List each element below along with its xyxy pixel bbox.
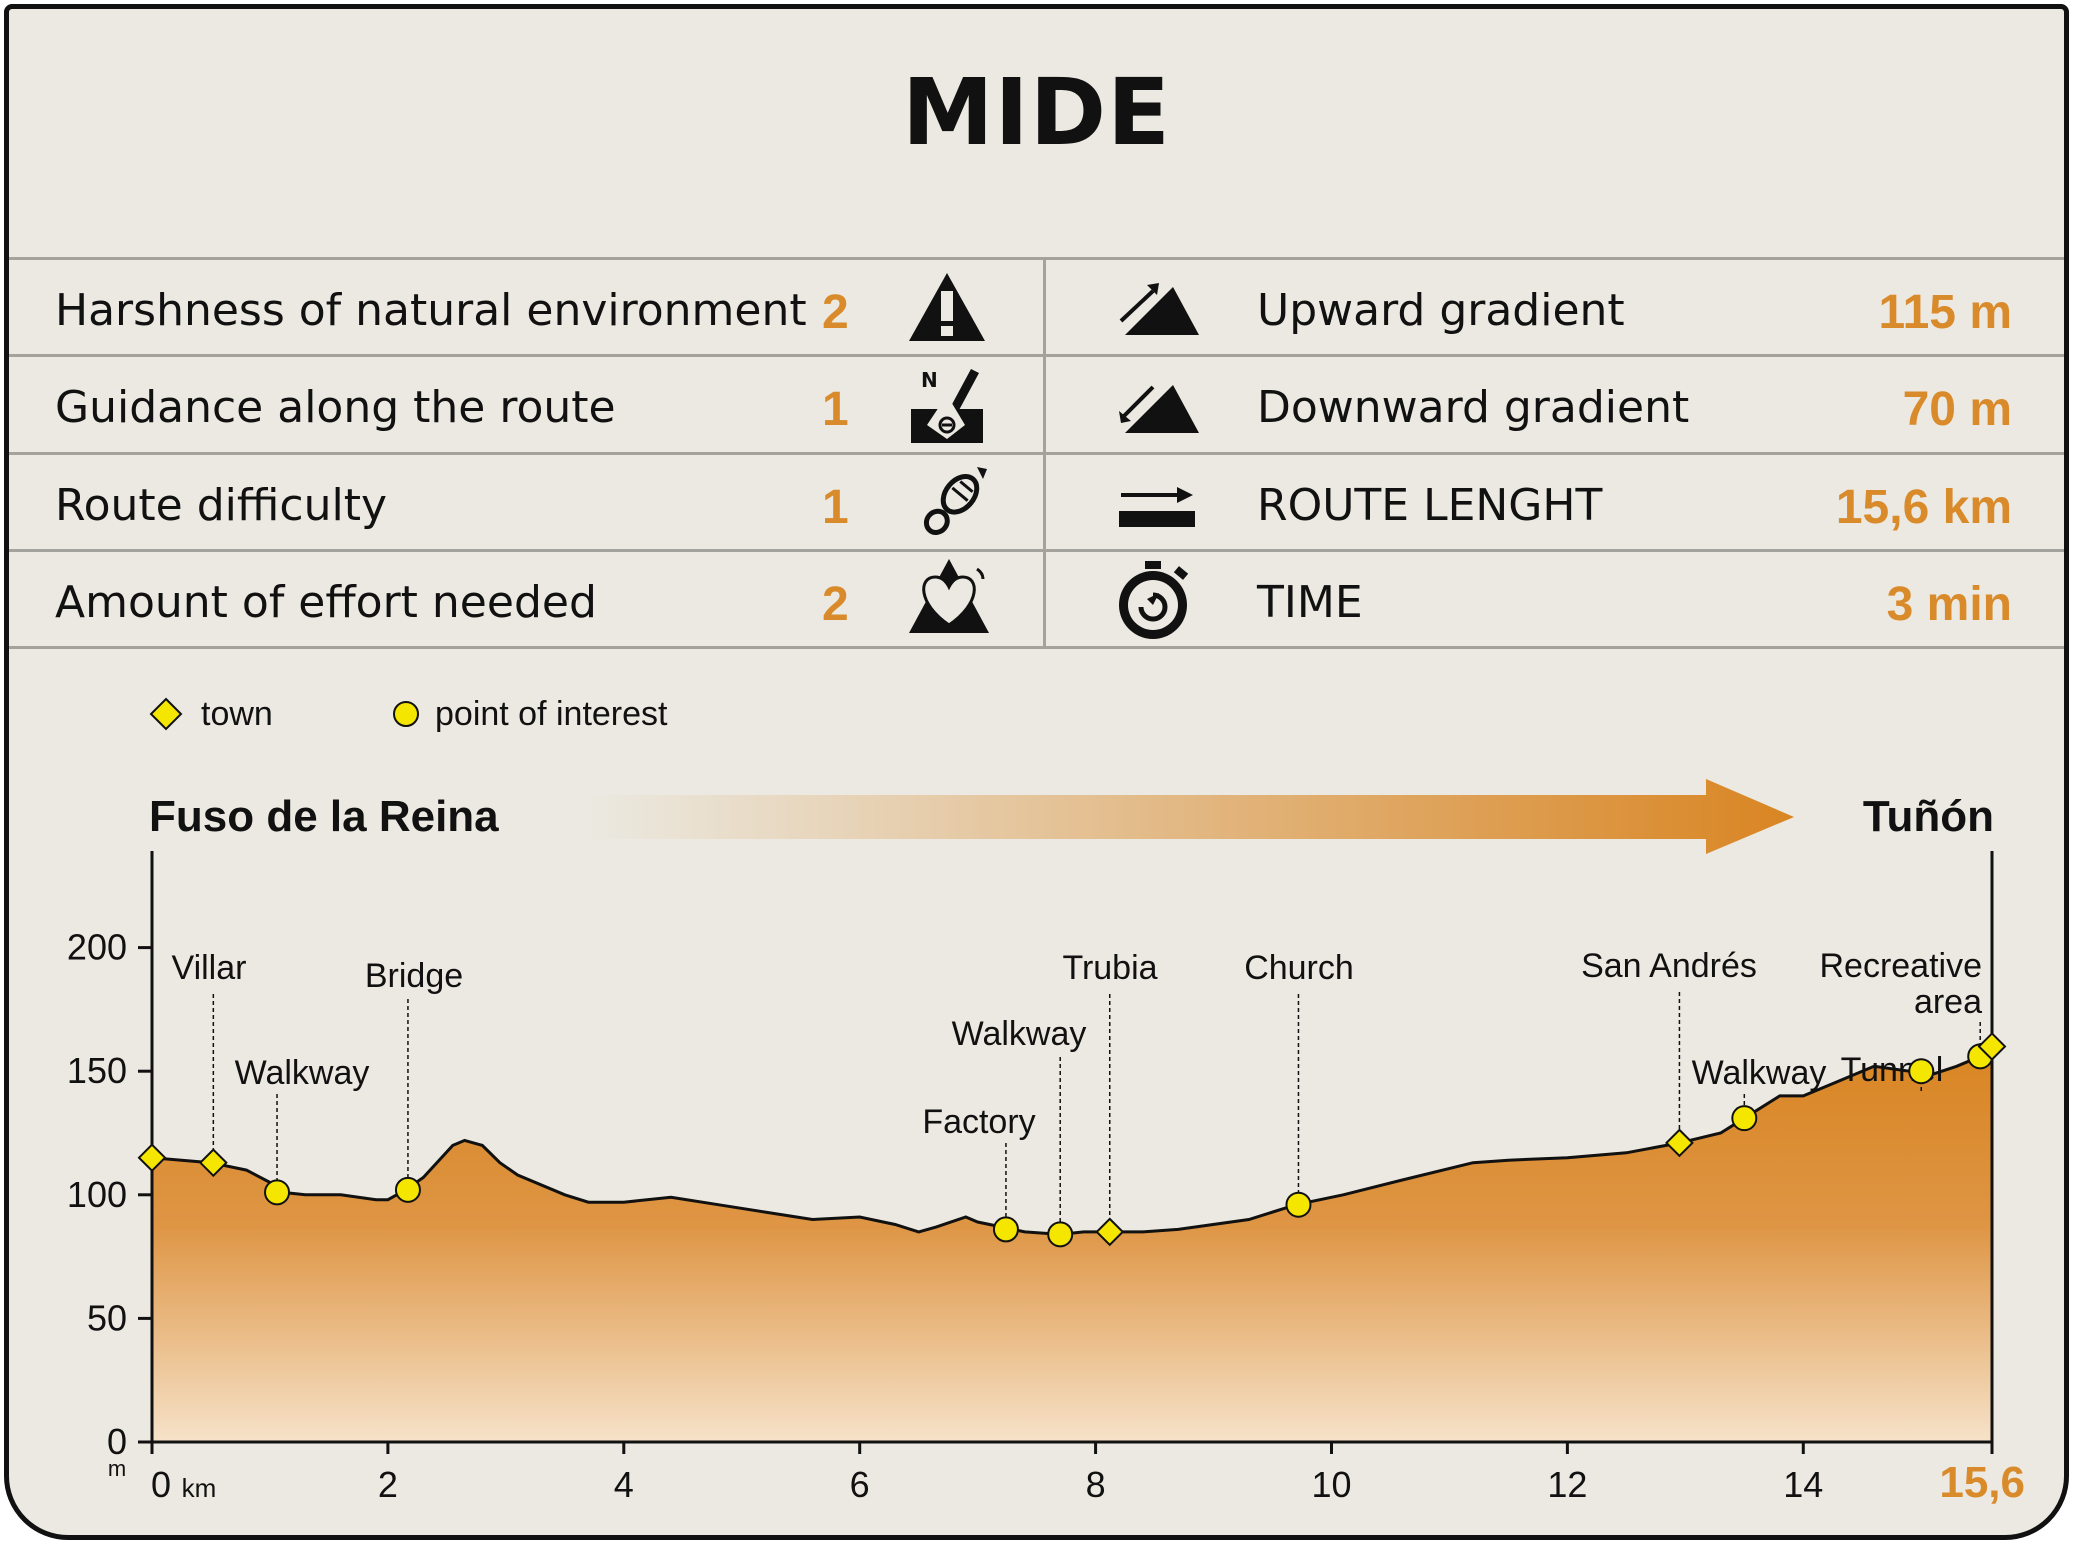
direction-arrow <box>589 779 1794 854</box>
end-town-label: Tuñón <box>1863 792 1994 841</box>
y-tick-label: 150 <box>67 1050 127 1091</box>
y-unit-label: m <box>108 1456 126 1481</box>
start-town-label: Fuso de la Reina <box>149 792 499 841</box>
time-value: 3 min <box>1886 578 2012 631</box>
poi-marker <box>1908 1058 1935 1085</box>
town-marker <box>1095 1217 1125 1247</box>
x-tick-label: 10 <box>1311 1464 1351 1505</box>
legend-town-label: town <box>201 695 273 733</box>
svg-text:N: N <box>921 368 938 392</box>
town-marker <box>198 1148 228 1178</box>
guidance-label: Guidance along the route <box>55 382 616 433</box>
downward-label: Downward gradient <box>1257 382 1690 433</box>
elevation-area <box>152 1046 1992 1442</box>
waypoint-label: Church <box>1244 949 1354 987</box>
downward-value: 70 m <box>1902 383 2012 436</box>
footprint-icon <box>923 467 987 535</box>
x-tick-label: 8 <box>1086 1464 1106 1505</box>
poi-marker <box>992 1216 1019 1243</box>
harshness-label: Harshness of natural environment <box>55 285 807 336</box>
upward-value: 115 m <box>1878 286 2012 339</box>
upward-label: Upward gradient <box>1257 285 1625 336</box>
effort-value: 2 <box>822 578 849 631</box>
waypoint-label: Factory <box>922 1103 1035 1141</box>
x-tick-label: 6 <box>850 1464 870 1505</box>
x-end-label: 15,6 <box>1939 1458 2025 1507</box>
town-marker <box>1665 1128 1694 1158</box>
divider <box>9 452 2064 455</box>
x-unit-label: km <box>182 1473 217 1503</box>
route-length-icon <box>1119 487 1195 527</box>
upward-gradient-icon <box>1119 283 1199 335</box>
heart-mountain-icon <box>909 559 989 633</box>
waypoint-label: Villar <box>172 949 247 987</box>
x-tick-label: 14 <box>1783 1464 1823 1505</box>
x-tick-label: 0 <box>151 1464 171 1505</box>
effort-label: Amount of effort needed <box>55 577 597 628</box>
downward-gradient-icon <box>1119 385 1199 433</box>
mide-card: MIDE Harshness of natural environment 2 … <box>4 4 2069 1540</box>
x-tick-label: 2 <box>378 1464 398 1505</box>
warning-icon <box>909 273 985 341</box>
town-marker <box>137 1143 167 1173</box>
poi-marker-icon <box>393 701 419 727</box>
x-tick-label: 4 <box>614 1464 634 1505</box>
difficulty-label: Route difficulty <box>55 480 387 531</box>
waypoint-label: area <box>1914 983 1982 1021</box>
poi-marker <box>1731 1105 1758 1132</box>
poi-marker <box>394 1176 421 1203</box>
waypoint-label: Walkway <box>235 1054 370 1092</box>
y-tick-label: 200 <box>67 927 127 968</box>
y-tick-label: 0 <box>107 1421 127 1462</box>
compass-sign-icon: N <box>911 368 983 443</box>
waypoint-label: Bridge <box>365 957 463 995</box>
stopwatch-icon <box>1119 561 1189 639</box>
town-marker <box>1977 1032 2007 1061</box>
x-tick-label: 12 <box>1547 1464 1587 1505</box>
poi-marker <box>264 1179 291 1206</box>
poi-marker <box>1285 1191 1312 1218</box>
y-tick-label: 100 <box>67 1174 127 1215</box>
poi-marker <box>1047 1221 1074 1248</box>
waypoint-label: Recreative <box>1819 947 1982 985</box>
time-label: TIME <box>1257 577 1363 628</box>
divider <box>9 354 2064 357</box>
route-length-value: 15,6 km <box>1835 481 2012 534</box>
legend-poi-label: point of interest <box>435 695 668 733</box>
route-length-label: ROUTE LENGHT <box>1257 480 1603 531</box>
town-marker-icon <box>149 697 183 731</box>
divider <box>9 257 2064 260</box>
guidance-value: 1 <box>822 383 849 436</box>
waypoint-label: San Andrés <box>1581 947 1757 985</box>
waypoint-label: Trubia <box>1062 949 1157 987</box>
column-divider <box>1043 257 1046 649</box>
harshness-value: 2 <box>822 286 849 339</box>
difficulty-value: 1 <box>822 481 849 534</box>
divider <box>9 646 2064 649</box>
elevation-profile-chart: Fuso de la Reina Tuñón 0 50 100 150 200 0 2 4 6 8 10… <box>67 779 2025 1507</box>
y-tick-label: 50 <box>87 1297 127 1338</box>
page-title: MIDE <box>902 59 1171 166</box>
waypoint-label: Walkway <box>952 1015 1087 1053</box>
divider <box>9 549 2064 552</box>
waypoint-label: Walkway <box>1692 1054 1827 1092</box>
